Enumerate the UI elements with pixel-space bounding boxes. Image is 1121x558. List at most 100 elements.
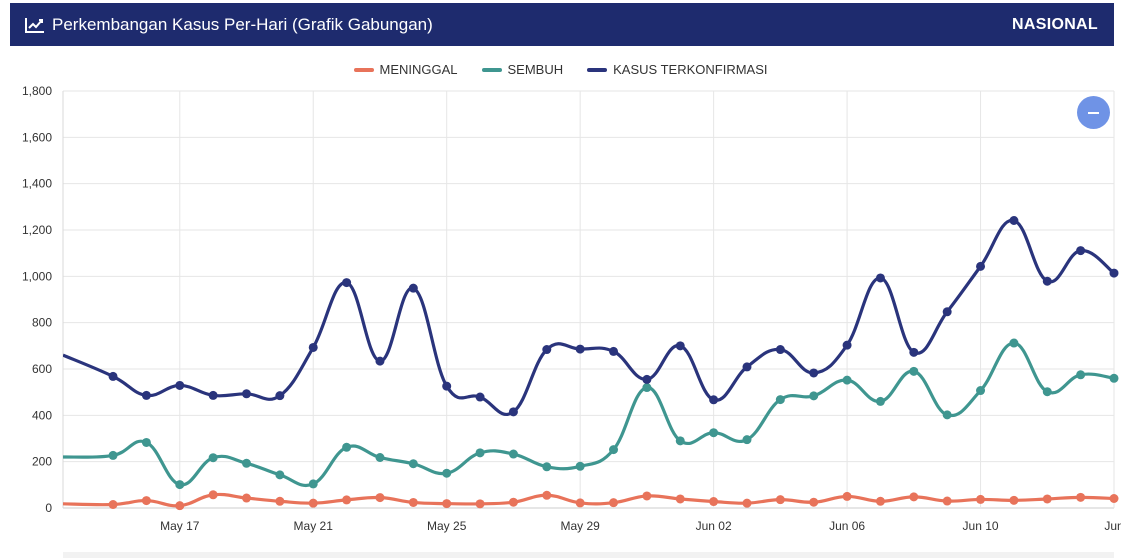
data-point-kasus-terkonfirmasi xyxy=(909,347,919,357)
x-tick-label: May 25 xyxy=(427,519,467,533)
data-point-meninggal xyxy=(442,499,452,509)
data-point-sembuh xyxy=(108,450,118,460)
data-point-kasus-terkonfirmasi xyxy=(175,380,185,390)
legend-label: KASUS TERKONFIRMASI xyxy=(613,62,768,77)
data-point-sembuh xyxy=(842,375,852,385)
data-point-meninggal xyxy=(675,494,685,504)
data-point-kasus-terkonfirmasi xyxy=(542,345,552,355)
data-point-kasus-terkonfirmasi xyxy=(775,345,785,355)
scrollbar-track xyxy=(63,552,1114,558)
data-point-sembuh xyxy=(709,428,719,438)
data-point-meninggal xyxy=(709,497,719,507)
data-point-meninggal xyxy=(408,497,418,507)
x-tick-label: Jun 10 xyxy=(963,519,999,533)
data-point-sembuh xyxy=(508,449,518,459)
data-point-meninggal xyxy=(308,498,318,508)
header-title-group: Perkembangan Kasus Per-Hari (Grafik Gabu… xyxy=(24,3,433,46)
legend-label: SEMBUH xyxy=(507,62,564,77)
data-point-sembuh xyxy=(575,461,585,471)
data-point-kasus-terkonfirmasi xyxy=(642,374,652,384)
data-point-meninggal xyxy=(1042,494,1052,504)
data-point-kasus-terkonfirmasi xyxy=(575,344,585,354)
series-line-kasus-terkonfirmasi xyxy=(63,218,1114,416)
data-point-meninggal xyxy=(542,490,552,500)
data-point-sembuh xyxy=(141,437,151,447)
data-point-meninggal xyxy=(976,494,986,504)
legend-swatch xyxy=(353,67,374,72)
data-point-sembuh xyxy=(809,391,819,401)
x-tick-label: May 29 xyxy=(560,519,600,533)
data-point-meninggal xyxy=(208,490,218,500)
data-point-sembuh xyxy=(675,436,685,446)
data-point-meninggal xyxy=(742,498,752,508)
data-point-meninggal xyxy=(375,493,385,503)
data-point-meninggal xyxy=(108,500,118,510)
data-point-kasus-terkonfirmasi xyxy=(275,391,285,401)
data-point-kasus-terkonfirmasi xyxy=(242,389,252,399)
legend-swatch xyxy=(481,67,502,72)
data-point-meninggal xyxy=(642,491,652,501)
minus-icon xyxy=(1088,111,1099,114)
y-tick-label: 600 xyxy=(32,362,52,376)
data-point-meninggal xyxy=(809,497,819,507)
data-point-kasus-terkonfirmasi xyxy=(342,278,352,288)
data-point-sembuh xyxy=(475,448,485,458)
data-point-sembuh xyxy=(1109,373,1119,383)
data-point-kasus-terkonfirmasi xyxy=(108,371,118,381)
data-point-meninggal xyxy=(141,496,151,506)
y-tick-label: 1,600 xyxy=(22,130,52,144)
legend-item-sembuh[interactable]: SEMBUH xyxy=(481,62,564,77)
collapse-button[interactable] xyxy=(1077,96,1110,129)
y-tick-label: 1,000 xyxy=(22,269,52,283)
legend-swatch xyxy=(587,67,608,72)
data-point-sembuh xyxy=(208,453,218,463)
data-point-meninggal xyxy=(942,496,952,506)
data-point-meninggal xyxy=(475,499,485,509)
data-point-kasus-terkonfirmasi xyxy=(675,341,685,351)
data-point-meninggal xyxy=(609,498,619,508)
y-tick-label: 200 xyxy=(32,455,52,469)
data-point-kasus-terkonfirmasi xyxy=(1042,276,1052,286)
chart-legend: MENINGGAL SEMBUH KASUS TERKONFIRMASI xyxy=(0,62,1121,77)
data-point-sembuh xyxy=(542,462,552,472)
y-tick-label: 1,400 xyxy=(22,177,52,191)
page-title: Perkembangan Kasus Per-Hari (Grafik Gabu… xyxy=(52,14,433,34)
y-tick-label: 1,800 xyxy=(22,84,52,98)
legend-item-meninggal[interactable]: MENINGGAL xyxy=(353,62,458,77)
series-line-meninggal xyxy=(63,492,1114,508)
data-point-meninggal xyxy=(508,497,518,507)
legend-item-kasus-terkonfirmasi[interactable]: KASUS TERKONFIRMASI xyxy=(587,62,767,77)
x-tick-label: Jun xyxy=(1104,519,1121,533)
data-point-kasus-terkonfirmasi xyxy=(408,283,418,293)
y-tick-label: 800 xyxy=(32,316,52,330)
data-point-sembuh xyxy=(1076,370,1086,380)
data-point-meninggal xyxy=(1109,494,1119,504)
data-point-sembuh xyxy=(275,470,285,480)
data-point-meninggal xyxy=(1076,492,1086,502)
data-point-kasus-terkonfirmasi xyxy=(609,346,619,356)
data-point-kasus-terkonfirmasi xyxy=(875,273,885,283)
data-point-kasus-terkonfirmasi xyxy=(475,392,485,402)
data-point-sembuh xyxy=(342,442,352,452)
chart-header: Perkembangan Kasus Per-Hari (Grafik Gabu… xyxy=(10,3,1114,46)
data-point-sembuh xyxy=(175,480,185,490)
data-point-kasus-terkonfirmasi xyxy=(976,261,986,271)
y-tick-label: 0 xyxy=(45,501,52,515)
line-chart-icon xyxy=(25,17,44,33)
data-point-meninggal xyxy=(275,496,285,506)
data-point-sembuh xyxy=(308,479,318,489)
data-point-sembuh xyxy=(408,459,418,469)
scope-label: NASIONAL xyxy=(1012,16,1098,33)
series-line-sembuh xyxy=(63,341,1114,488)
data-point-meninggal xyxy=(775,495,785,505)
data-point-kasus-terkonfirmasi xyxy=(942,307,952,317)
data-point-sembuh xyxy=(742,435,752,445)
data-point-kasus-terkonfirmasi xyxy=(308,342,318,352)
data-point-sembuh xyxy=(1009,338,1019,348)
data-point-meninggal xyxy=(342,495,352,505)
data-point-sembuh xyxy=(375,452,385,462)
data-point-sembuh xyxy=(875,396,885,406)
data-point-meninggal xyxy=(842,491,852,501)
data-point-sembuh xyxy=(909,366,919,376)
data-point-sembuh xyxy=(942,410,952,420)
